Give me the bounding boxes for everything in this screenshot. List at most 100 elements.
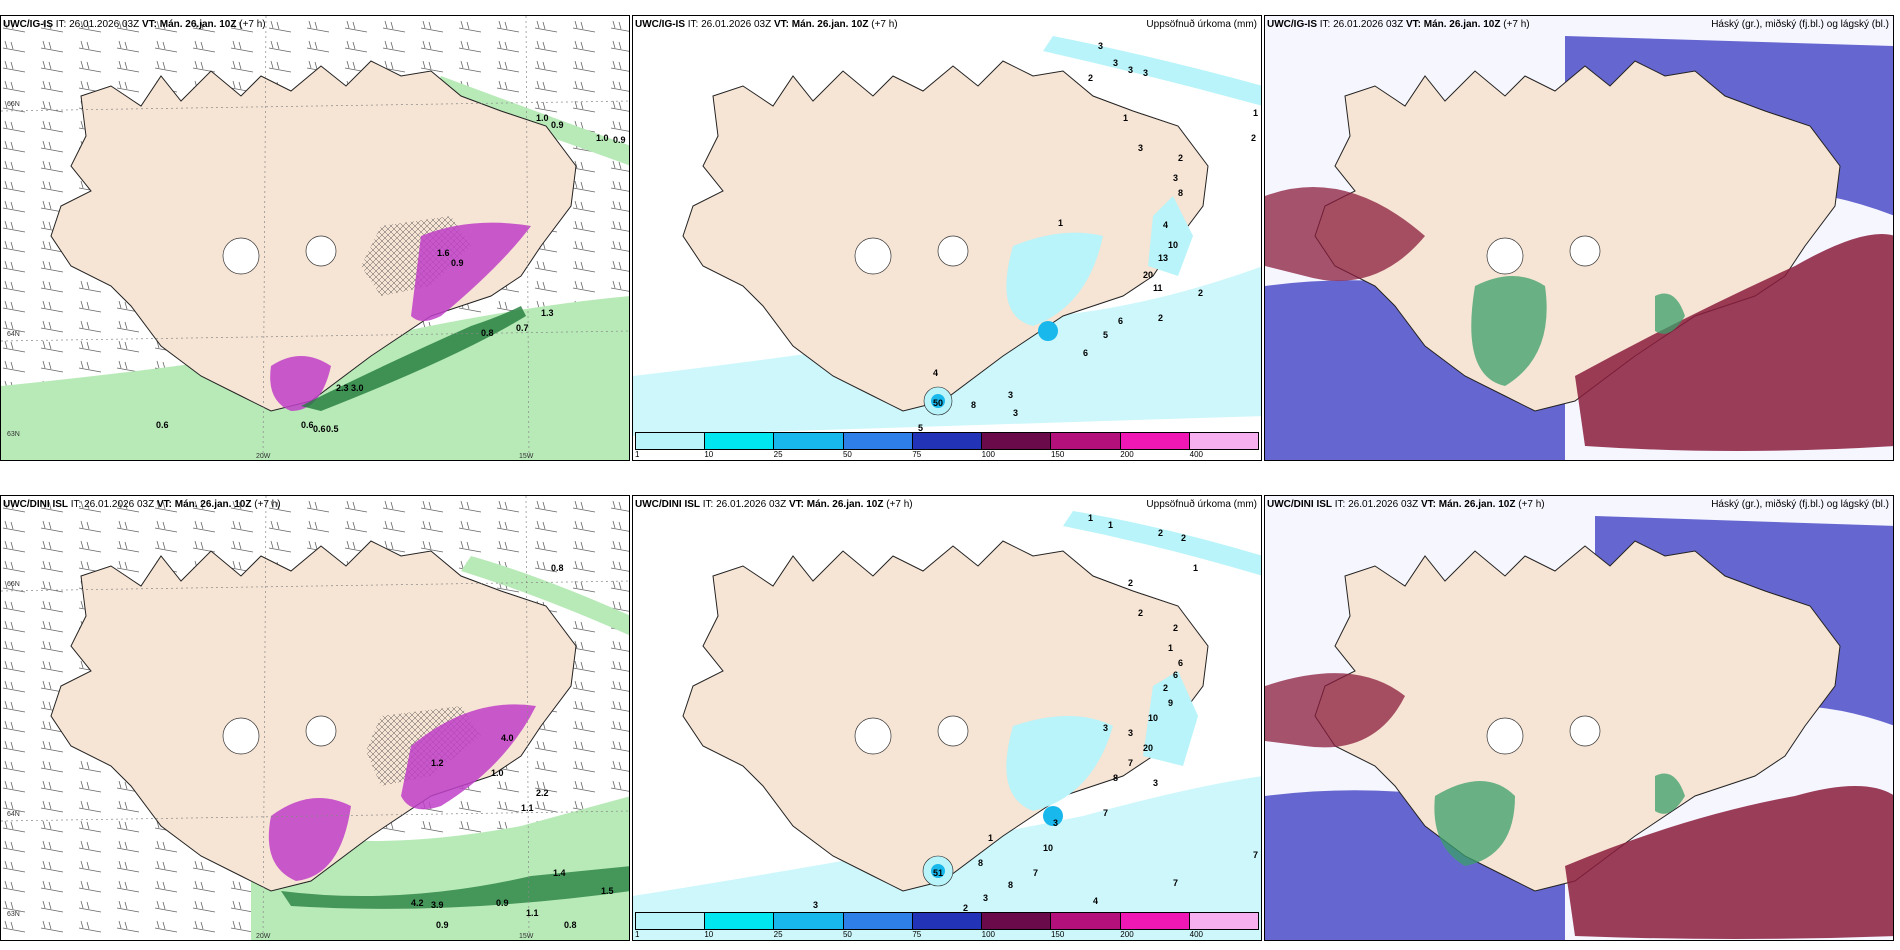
precip-core — [1038, 321, 1058, 341]
value-label: 1 — [988, 833, 993, 843]
legend-swatch — [912, 433, 983, 449]
value-label: 0.9 — [451, 258, 464, 268]
cloud-mid-region — [1565, 786, 1893, 939]
value-label: 6 — [1118, 316, 1123, 326]
cloud-high-region — [1655, 773, 1685, 814]
value-label: 2 — [963, 903, 968, 913]
panel-clouds-dini: UWC/DINI ISL IT: 26.01.2026 03Z VT: Mán.… — [1264, 495, 1894, 941]
panel-subtitle: Háský (gr.), miðský (fj.bl.) og lágský (… — [1711, 19, 1889, 30]
legend-swatch — [843, 913, 913, 929]
value-label: 50 — [933, 398, 943, 408]
value-label: 2 — [1178, 153, 1183, 163]
legend-tick: 150 — [1050, 450, 1065, 459]
value-label: 1.5 — [601, 886, 614, 896]
value-label: 1 — [1193, 563, 1198, 573]
value-label: 8 — [1008, 880, 1013, 890]
purple-region — [268, 798, 351, 881]
legend-swatch — [1120, 433, 1190, 449]
legend-tick: 200 — [1120, 450, 1134, 459]
value-label: 3 — [1103, 723, 1108, 733]
wind-map: 66N 64N 63N 20W 15W 0.8 1.0 1.1 2.2 4.2 … — [1, 496, 629, 940]
legend-tick: 10 — [704, 930, 714, 939]
value-label: 5 — [918, 423, 923, 433]
value-label: 0.9 — [436, 920, 449, 930]
cloud-mid-region — [1575, 234, 1893, 451]
value-label: 1 — [1168, 643, 1173, 653]
legend-tick: 150 — [1050, 930, 1065, 939]
legend-tick: 25 — [773, 930, 783, 939]
legend-swatch — [982, 433, 1052, 449]
value-label: 3.9 — [431, 900, 444, 910]
value-label: 3 — [1008, 390, 1013, 400]
value-label: 1.1 — [526, 908, 539, 918]
value-label: 1.0 — [491, 768, 504, 778]
value-label: 0.9 — [551, 120, 564, 130]
value-label: 20 — [1143, 743, 1153, 753]
legend-swatch — [1051, 913, 1121, 929]
value-label: 10 — [1148, 713, 1158, 723]
panel-precip-igis: UWC/IG-IS IT: 26.01.2026 03Z VT: Mán. 26… — [632, 15, 1262, 461]
purple-region — [270, 356, 331, 411]
cloud-high-region — [1655, 293, 1685, 334]
value-label: 3 — [1013, 408, 1018, 418]
wind-map: 66N 64N 63N 20W 15W 1.0 0.9 1.0 0.9 0.8 … — [1, 16, 629, 460]
value-label: 2 — [1163, 683, 1168, 693]
lat-label: 64N — [7, 331, 20, 338]
value-label: 4.0 — [501, 733, 514, 743]
value-label: 3 — [1128, 65, 1133, 75]
value-label: 3 — [1138, 143, 1143, 153]
legend-swatch — [1051, 433, 1121, 449]
value-label: 3 — [1128, 728, 1133, 738]
value-label: 7 — [1253, 850, 1258, 860]
legend-tick: 50 — [842, 450, 852, 459]
legend-tick: 1 — [635, 930, 640, 939]
value-label: 0.6 — [313, 424, 326, 434]
value-label: 3 — [983, 893, 988, 903]
value-label: 2 — [1158, 528, 1163, 538]
lon-label: 15W — [519, 933, 534, 940]
purple-region — [401, 704, 536, 810]
value-label: 9 — [1168, 698, 1173, 708]
value-label: 0.9 — [613, 135, 626, 145]
panel-wind-dini: UWC/DINI ISL IT: 26.01.2026 03Z VT: Mán.… — [0, 495, 630, 941]
value-label: 4.2 — [411, 898, 424, 908]
value-label: 0.8 — [481, 328, 494, 338]
precip-legend: 1 10 25 50 75 100 150 200 400 — [633, 430, 1261, 460]
value-label: 3 — [1143, 68, 1148, 78]
precip-legend: 1 10 25 50 75 100 150 200 400 — [633, 910, 1261, 940]
value-label: 3 — [1153, 778, 1158, 788]
precip-area — [1148, 196, 1193, 276]
panel-title: UWC/IG-IS IT: 26.01.2026 03Z VT: Mán. 26… — [635, 19, 898, 30]
value-label: 4 — [1093, 896, 1098, 906]
precip-area — [1006, 716, 1113, 811]
legend-swatch — [636, 913, 706, 929]
lat-label: 66N — [7, 101, 20, 108]
value-label: 5 — [1103, 330, 1108, 340]
legend-tick: 100 — [981, 450, 995, 459]
value-label: 3 — [1098, 41, 1103, 51]
value-label: 0.8 — [551, 563, 564, 573]
value-label: 7 — [1173, 878, 1178, 888]
legend-tick: 25 — [773, 450, 783, 459]
value-label: 3 — [813, 900, 818, 910]
legend-swatch — [1189, 433, 1258, 449]
value-label: 1.1 — [521, 803, 534, 813]
value-label: 6 — [1178, 658, 1183, 668]
value-label: 0.8 — [564, 920, 577, 930]
value-label: 0.6 — [301, 420, 314, 430]
value-label: 3 — [1053, 818, 1058, 828]
legend-swatch — [982, 913, 1052, 929]
legend-tick: 75 — [912, 930, 922, 939]
panel-subtitle: Uppsöfnuð úrkoma (mm) — [1146, 19, 1257, 30]
panel-clouds-igis: UWC/IG-IS IT: 26.01.2026 03Z VT: Mán. 26… — [1264, 15, 1894, 461]
value-label: 2.3 — [336, 383, 349, 393]
value-label: 8 — [971, 400, 976, 410]
value-label: 2 — [1158, 313, 1163, 323]
value-label: 51 — [933, 868, 943, 878]
precip-map: 3 2 3 3 3 1 1 3 2 2 3 8 4 10 13 20 11 2 … — [633, 36, 1261, 436]
value-label: 10 — [1043, 843, 1053, 853]
cloud-high-region — [1434, 781, 1515, 866]
value-label: 7 — [1103, 808, 1108, 818]
value-label: 1.0 — [596, 133, 609, 143]
value-label: 10 — [1168, 240, 1178, 250]
